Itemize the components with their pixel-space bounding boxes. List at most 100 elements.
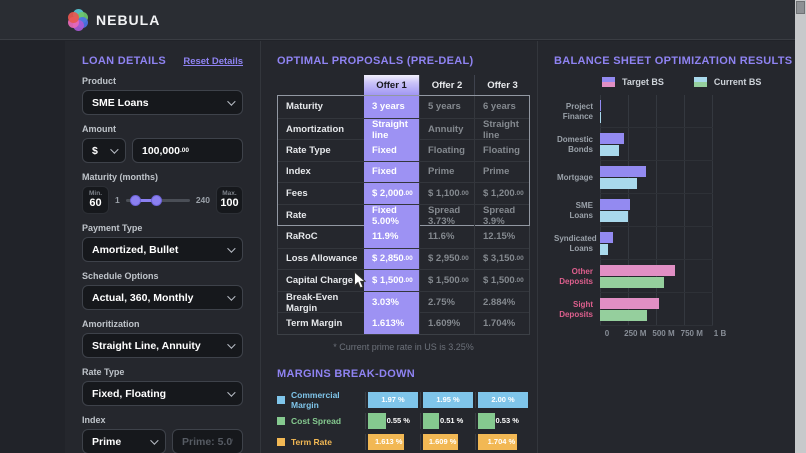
content-area: LOAN DETAILS Reset Details Product SME L… [65, 41, 795, 453]
reset-details-link[interactable]: Reset Details [183, 56, 243, 67]
table-row: Amortization Straight line Annuity Straight… [278, 117, 529, 141]
row-label: Break-Even Margin [286, 291, 339, 314]
rate-type-label: Rate Type [82, 367, 125, 377]
current-bar [600, 310, 647, 321]
category-label: Mortgage [557, 172, 593, 182]
chevron-down-icon [110, 144, 119, 154]
offer-cell: 5 years [419, 96, 474, 118]
margins-row: Cost Spread 0.55 % 0.51 % 0.53 % [277, 411, 521, 432]
x-tick-label: 1 B [713, 329, 727, 338]
margins-legend-item: Term Rate [277, 437, 365, 447]
schedule-options-select[interactable]: Actual, 360, Monthly [82, 285, 243, 310]
offer-column-header[interactable]: Offer 1 [364, 75, 419, 95]
offer-cell: Spread 3.9% [474, 204, 529, 227]
x-tick-label: 500 M [652, 329, 675, 338]
proposals-structure-rows: Maturity 3 years 5 years 6 years Amortizatio… [277, 95, 530, 227]
margin-bar [423, 413, 439, 429]
offer-cell: $ 2,950.00 [419, 248, 474, 269]
margins-legend-item: Cost Spread [277, 416, 365, 426]
amount-label: Amount [82, 124, 116, 134]
target-bar [600, 265, 676, 276]
chart-band: Syndicated Loans [554, 227, 795, 260]
x-tick-label: 750 M [680, 329, 703, 338]
proposals-table-header: Offer 1 Offer 2 Offer 3 [277, 75, 530, 95]
min-value: 60 [89, 197, 102, 210]
margins-breakdown: Commercial Margin 1.97 % 1.95 % 2.00 % Cost … [277, 390, 528, 453]
target-bar [600, 298, 659, 309]
category-label: Sight Deposits [559, 299, 593, 319]
top-nav: NEBULA [0, 0, 795, 40]
vertical-scrollbar[interactable] [795, 0, 806, 453]
offer-cell: Floating [474, 140, 529, 161]
offer-cell: 12.15% [474, 226, 529, 248]
chart-band: Project Finance [554, 95, 795, 128]
margin-bar [368, 413, 386, 429]
offer-cell: 3 years [364, 96, 419, 118]
balance-sheet-chart: Project Finance Domestic Bonds Mortgage SME… [554, 95, 795, 326]
target-bar [600, 199, 630, 210]
target-bar [600, 133, 625, 144]
band-plot [600, 128, 713, 161]
slider-handle-max[interactable] [150, 195, 162, 206]
product-select[interactable]: SME Loans [82, 90, 243, 115]
x-tick-label: 0 [604, 329, 610, 338]
chevron-down-icon [227, 291, 236, 301]
legend-label: Current BS [713, 77, 762, 87]
margin-bar-cell: 1.704 % [475, 434, 530, 450]
rate-type-select[interactable]: Fixed, Floating [82, 381, 243, 406]
offer-column-header[interactable]: Offer 3 [474, 75, 530, 95]
amortization-select[interactable]: Straight Line, Annuity [82, 333, 243, 358]
legend-swatch-icon [277, 396, 285, 404]
table-row: Rate Fixed 5.00% Spread 3.73% Spread 3.9% [278, 203, 529, 227]
product-label: Product [82, 76, 117, 86]
chevron-down-icon [227, 96, 236, 106]
proposals-table: Offer 1 Offer 2 Offer 3 Maturity 3 years 5 y… [277, 75, 530, 335]
maturity-max-box[interactable]: Max. 100 [216, 186, 243, 214]
header-spacer [277, 75, 364, 95]
row-label: Capital Charge [286, 274, 354, 286]
slider-handle-min[interactable] [129, 195, 141, 206]
currency-value: $ [92, 144, 98, 157]
margin-bar [423, 434, 458, 450]
offer-cell: Annuity [419, 118, 474, 141]
chart-band: Domestic Bonds [554, 128, 795, 161]
current-bar [600, 244, 608, 255]
nebula-logo-icon [67, 9, 89, 31]
margin-bar-cell: 1.609 % [420, 434, 475, 450]
legend-item: Current BS [693, 77, 762, 87]
max-value: 100 [220, 197, 239, 210]
legend-swatch-icon [277, 417, 285, 425]
amount-input[interactable]: 100,000.00 [132, 138, 243, 163]
currency-select[interactable]: $ [82, 138, 126, 163]
app-title: NEBULA [96, 11, 161, 28]
balance-sheet-panel: BALANCE SHEET OPTIMIZATION RESULTS Targe… [537, 41, 795, 453]
table-row: Loss Allowance $ 2,850.00 $ 2,950.00 $ 3,15… [278, 247, 529, 269]
index-rate-input[interactable] [172, 429, 243, 453]
band-plot [600, 260, 713, 293]
legend-label: Target BS [622, 77, 664, 87]
maturity-slider[interactable] [125, 186, 190, 214]
chart-band: SME Loans [554, 194, 795, 227]
payment-type-value: Amortized, Bullet [92, 243, 179, 256]
margins-row: Term Rate 1.613 % 1.609 % 1.704 % [277, 432, 521, 453]
maturity-min-box[interactable]: Min. 60 [82, 186, 109, 214]
scrollbar-thumb[interactable] [796, 1, 805, 14]
category-label: Other Deposits [559, 266, 593, 286]
offer-cell: 3.03% [364, 291, 419, 314]
chevron-down-icon [227, 387, 236, 397]
offer-cell: Prime [419, 161, 474, 182]
margin-bar [478, 434, 517, 450]
offer-cell: 2.75% [419, 291, 474, 314]
product-value: SME Loans [92, 96, 149, 109]
offer-column-header[interactable]: Offer 2 [419, 75, 474, 95]
table-row: Index Fixed Prime Prime [278, 160, 529, 182]
chevron-down-icon [150, 435, 159, 445]
margin-bar-value: 1.613 % [374, 437, 403, 446]
legend-item: Target BS [602, 77, 664, 87]
payment-type-select[interactable]: Amortized, Bullet [82, 237, 243, 262]
index-select[interactable]: Prime [82, 429, 166, 453]
proposals-title: OPTIMAL PROPOSALS (PRE-DEAL) [277, 55, 474, 67]
current-bar [600, 145, 620, 156]
margin-bar [368, 434, 404, 450]
